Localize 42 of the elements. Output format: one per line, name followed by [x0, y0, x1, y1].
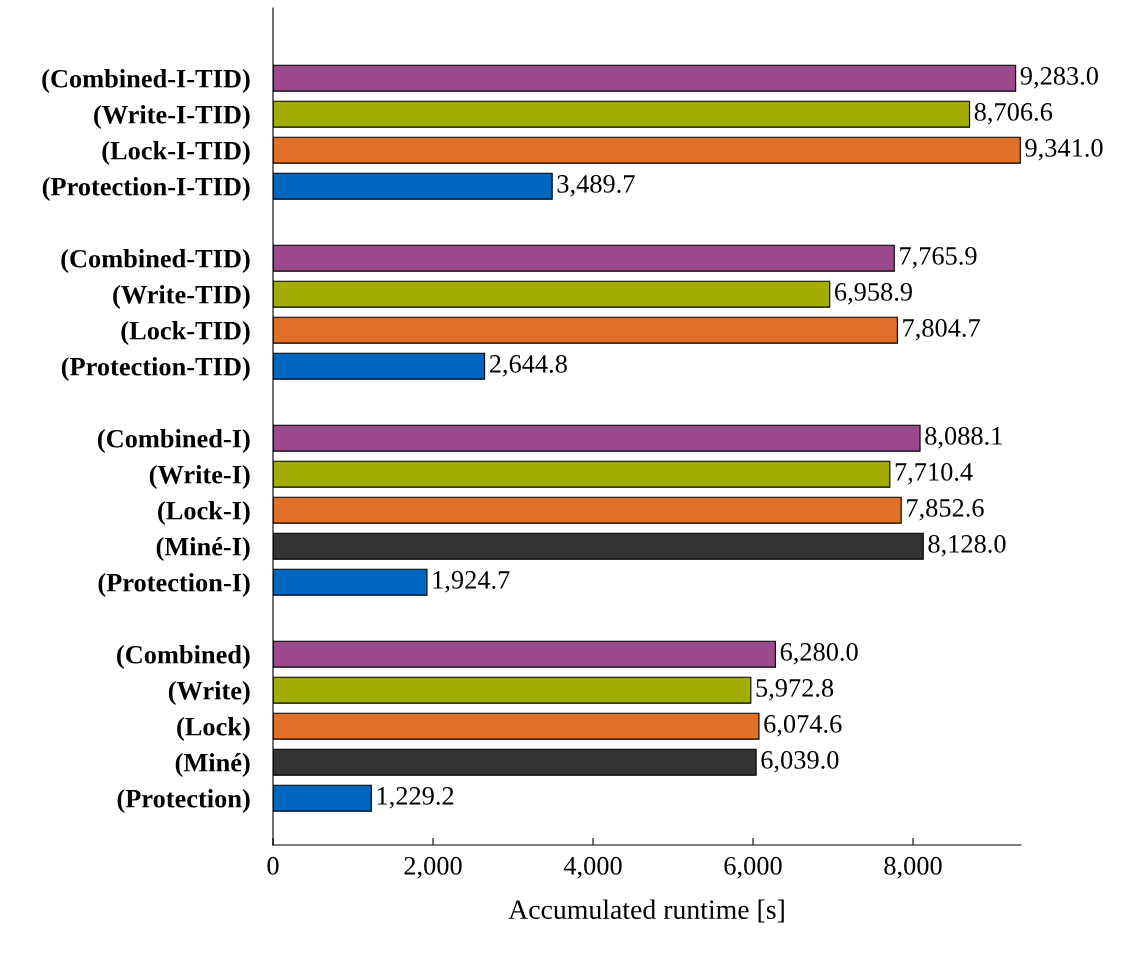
data-label: 6,280.0 — [780, 643, 858, 665]
y-tick-label: (Combined-I-TID) — [42, 69, 250, 93]
data-label: 8,088.1 — [925, 427, 1002, 449]
x-tick-label: 8,000 — [884, 856, 942, 879]
data-label: 7,765.9 — [900, 247, 977, 269]
data-label: 8,706.6 — [974, 103, 1053, 125]
y-tick-label: (Miné) — [175, 753, 250, 777]
y-tick-label: (Lock) — [177, 717, 250, 741]
data-label: 7,852.6 — [907, 499, 984, 521]
y-tick-label: (Write-I-TID) — [94, 105, 250, 129]
data-label: 9,283.0 — [1020, 67, 1098, 89]
x-axis-title: Accumulated runtime [s] — [508, 899, 784, 923]
y-tick-label: (Miné-I) — [156, 537, 250, 561]
data-label: 6,074.6 — [764, 715, 842, 737]
x-tick-label: 4,000 — [563, 856, 622, 879]
data-label: 8,128.0 — [928, 535, 1006, 557]
y-tick-label: (Combined) — [117, 645, 250, 669]
x-tick-label: 2,000 — [404, 856, 462, 879]
data-label: 6,958.9 — [835, 283, 912, 305]
y-tick-label: (Protection) — [117, 789, 250, 813]
data-label: 7,710.4 — [895, 463, 973, 485]
y-tick-label: (Lock-I-TID) — [102, 141, 250, 165]
x-tick-label: 6,000 — [724, 856, 782, 879]
data-label: 2,644.8 — [489, 355, 567, 377]
data-label: 1,229.2 — [377, 787, 454, 809]
data-label: 5,972.8 — [756, 679, 834, 701]
y-tick-label: (Protection-TID) — [61, 357, 250, 381]
data-label: 3,489.7 — [557, 175, 635, 197]
data-label: 9,341.0 — [1025, 139, 1103, 161]
data-label: 7,804.7 — [903, 319, 980, 341]
y-tick-label: (Lock-I) — [158, 501, 250, 525]
y-tick-label: (Protection-I) — [98, 573, 250, 597]
y-tick-label: (Write-TID) — [113, 285, 250, 309]
y-tick-label: (Protection-I-TID) — [42, 177, 250, 201]
y-tick-label: (Write) — [168, 681, 250, 705]
y-tick-label: (Lock-TID) — [121, 321, 250, 345]
x-tick-label: 0 — [267, 856, 279, 875]
data-label: 1,924.7 — [433, 571, 510, 593]
data-label: 6,039.0 — [761, 751, 839, 773]
y-tick-label: (Combined-I) — [98, 429, 250, 453]
y-tick-label: (Write-I) — [149, 465, 250, 489]
y-tick-label: (Combined-TID) — [61, 249, 250, 273]
